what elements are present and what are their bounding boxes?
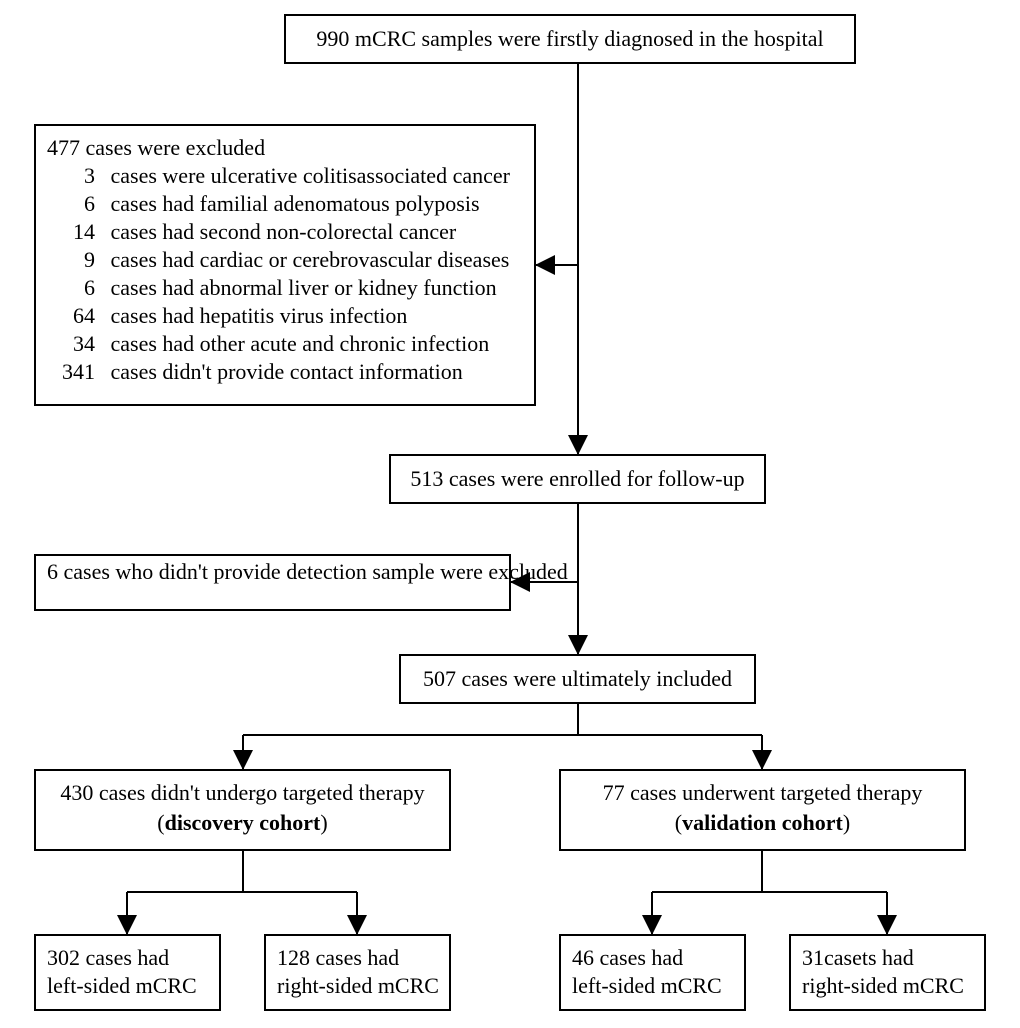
svg-text:6 cases had familial adenomato: 6 cases had familial adenomatous polypos…: [84, 191, 480, 216]
svg-text:46 cases had: 46 cases had: [572, 945, 683, 970]
svg-text:430 cases didn't undergo targe: 430 cases didn't undergo targeted therap…: [60, 780, 424, 805]
svg-text:128 cases had: 128 cases had: [277, 945, 399, 970]
flowchart-diagram: 990 mCRC samples were firstly diagnosed …: [0, 0, 1020, 1028]
svg-text:6 cases who didn't provide det: 6 cases who didn't provide detection sam…: [47, 559, 568, 584]
svg-text:6 cases had abnormal liver or: 6 cases had abnormal liver or kidney fun…: [84, 275, 497, 300]
svg-text:left-sided mCRC: left-sided mCRC: [47, 973, 197, 998]
svg-text:31casets had: 31casets had: [802, 945, 914, 970]
svg-text:77 cases underwent targeted th: 77 cases underwent targeted therapy: [603, 780, 923, 805]
svg-text:3 cases were ulcerative coliti: 3 cases were ulcerative colitisassociate…: [84, 163, 511, 188]
svg-text:302 cases had: 302 cases had: [47, 945, 169, 970]
svg-text:9 cases had cardiac or cerebro: 9 cases had cardiac or cerebrovascular d…: [84, 247, 509, 272]
svg-text:left-sided mCRC: left-sided mCRC: [572, 973, 722, 998]
svg-text:64 cases had hepatitis virus i: 64 cases had hepatitis virus infection: [73, 303, 407, 328]
svg-text:34 cases had other acute and c: 34 cases had other acute and chronic inf…: [73, 331, 489, 356]
svg-text:507 cases were ultimately incl: 507 cases were ultimately included: [423, 666, 732, 691]
svg-text:right-sided mCRC: right-sided mCRC: [802, 973, 964, 998]
svg-text:990 mCRC samples were firstly: 990 mCRC samples were firstly diagnosed …: [316, 26, 823, 51]
svg-text:(validation cohort): (validation cohort): [675, 810, 850, 835]
svg-text:(discovery cohort): (discovery cohort): [157, 810, 327, 835]
svg-text:477 cases were excluded: 477 cases were excluded: [47, 135, 265, 160]
svg-text:right-sided mCRC: right-sided mCRC: [277, 973, 439, 998]
svg-text:341 cases didn't provide conta: 341 cases didn't provide contact informa…: [62, 359, 463, 384]
svg-text:513 cases were enrolled for fo: 513 cases were enrolled for follow-up: [410, 466, 744, 491]
svg-text:14 cases had second non-colore: 14 cases had second non-colorectal cance…: [73, 219, 457, 244]
